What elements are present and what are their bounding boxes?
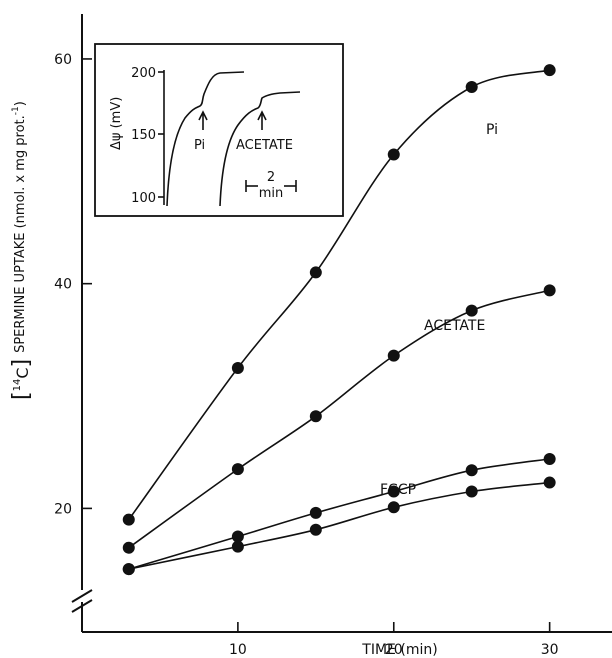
x-ticks: 10 20 30 bbox=[229, 622, 559, 658]
series-1-point-4 bbox=[465, 304, 478, 317]
series-3-point-2 bbox=[309, 523, 322, 536]
y-axis-title: [14C] SPERMINE UPTAKE (nmol. x mg prot.-1… bbox=[9, 101, 34, 400]
series-1-point-0 bbox=[122, 541, 135, 554]
inset-y-axis-title: Δψ (mV) bbox=[109, 97, 124, 150]
y-axis-title-isotope: 14 bbox=[12, 379, 23, 392]
inset-label-acetate: ACETATE bbox=[236, 138, 293, 153]
series-0-point-1 bbox=[231, 361, 244, 374]
series-1 bbox=[122, 284, 556, 554]
inset-trace-pi bbox=[166, 71, 245, 207]
inset-trace-acetate bbox=[219, 91, 301, 207]
inset-tick-label-100: 100 bbox=[131, 191, 156, 206]
series-3-point-0 bbox=[122, 563, 135, 576]
x-axis-title: TIME (min) bbox=[361, 642, 437, 658]
series-2-point-4 bbox=[465, 464, 478, 477]
y-axis-title-bracket-close: ] bbox=[9, 359, 34, 368]
series-0 bbox=[122, 64, 556, 526]
series-0-point-3 bbox=[387, 148, 400, 161]
series-2-point-3 bbox=[387, 485, 400, 498]
y-ticks: 20 40 60 bbox=[54, 52, 92, 517]
svg-text:[14C]SPERMINE UPTAKE (nmol. x: [14C] SPERMINE UPTAKE (nmol. x mg prot.-1… bbox=[9, 101, 34, 400]
series-1-point-1 bbox=[231, 463, 244, 476]
series-2-point-2 bbox=[309, 506, 322, 519]
x-tick-label-30: 30 bbox=[541, 642, 559, 658]
series-1-point-3 bbox=[387, 349, 400, 362]
y-axis-title-exp: -1 bbox=[11, 106, 21, 115]
series-3-point-5 bbox=[543, 476, 556, 489]
series-2-line bbox=[128, 458, 550, 570]
x-tick-label-10: 10 bbox=[229, 642, 247, 658]
series-3-point-1 bbox=[231, 540, 244, 553]
series-3-line bbox=[128, 481, 550, 570]
main-axes bbox=[71, 14, 612, 633]
y-axis-title-bracket-open: [ bbox=[9, 391, 34, 400]
series-label-acetate: ACETATE bbox=[424, 318, 485, 334]
series-0-point-4 bbox=[465, 81, 478, 94]
series-label-pi: Pi bbox=[486, 122, 498, 138]
series-layer bbox=[122, 64, 556, 576]
series-1-line bbox=[128, 289, 550, 549]
y-axis-title-main: SPERMINE UPTAKE (nmol. x mg prot. bbox=[13, 115, 28, 353]
inset-arrow-acetate bbox=[257, 110, 267, 130]
series-label-fccp: FCCP bbox=[380, 482, 416, 498]
series-2-point-1 bbox=[231, 530, 244, 543]
x-tick-label-20: 20 bbox=[385, 642, 403, 658]
y-axis-title-element: C bbox=[13, 368, 32, 379]
series-2-point-5 bbox=[543, 452, 556, 465]
scale-bar-value: 2 bbox=[267, 170, 275, 185]
series-1-point-5 bbox=[543, 284, 556, 297]
series-3 bbox=[122, 476, 556, 576]
series-0-point-0 bbox=[122, 513, 135, 526]
inset-tick-label-150: 150 bbox=[131, 128, 156, 143]
y-axis-title-close-paren: ) bbox=[13, 101, 28, 106]
inset-label-pi: Pi bbox=[194, 138, 205, 153]
series-3-point-3 bbox=[387, 501, 400, 514]
series-1-point-2 bbox=[309, 410, 322, 423]
series-0-point-5 bbox=[543, 64, 556, 77]
y-axis-break-1 bbox=[71, 589, 93, 603]
series-2 bbox=[122, 452, 556, 576]
scale-bar-unit: min bbox=[259, 186, 284, 201]
inset: 200 150 100 Δψ (mV) Pi ACETATE 2 min bbox=[94, 43, 344, 217]
y-tick-label-20: 20 bbox=[54, 501, 72, 517]
y-tick-label-40: 40 bbox=[54, 277, 72, 293]
series-0-point-2 bbox=[309, 266, 322, 279]
inset-arrow-pi bbox=[198, 110, 208, 130]
inset-tick-label-200: 200 bbox=[131, 66, 156, 81]
y-tick-label-60: 60 bbox=[54, 52, 72, 68]
series-3-point-4 bbox=[465, 485, 478, 498]
